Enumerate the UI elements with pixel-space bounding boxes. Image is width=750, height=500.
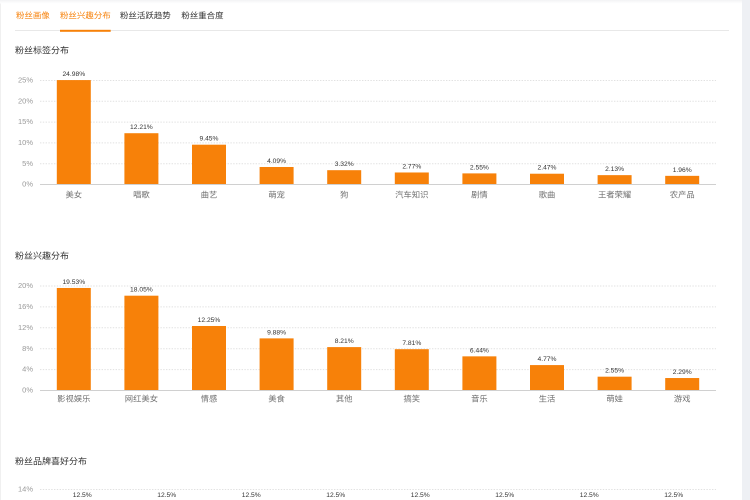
svg-text:8%: 8% bbox=[22, 344, 33, 353]
svg-text:7.81%: 7.81% bbox=[402, 340, 421, 347]
svg-text:1.96%: 1.96% bbox=[673, 167, 692, 174]
svg-text:5%: 5% bbox=[22, 159, 33, 168]
svg-text:14%: 14% bbox=[18, 485, 33, 494]
svg-text:3.32%: 3.32% bbox=[335, 161, 354, 168]
svg-text:8.21%: 8.21% bbox=[335, 338, 354, 345]
svg-text:2.55%: 2.55% bbox=[470, 164, 489, 171]
svg-text:10%: 10% bbox=[18, 138, 33, 147]
svg-text:6.44%: 6.44% bbox=[470, 347, 489, 354]
svg-text:24.98%: 24.98% bbox=[62, 71, 85, 78]
svg-text:20%: 20% bbox=[18, 96, 33, 105]
svg-text:12.5%: 12.5% bbox=[157, 492, 176, 499]
svg-text:12.21%: 12.21% bbox=[130, 124, 153, 131]
svg-text:12%: 12% bbox=[18, 323, 33, 332]
svg-text:12.5%: 12.5% bbox=[495, 492, 514, 499]
svg-text:12.5%: 12.5% bbox=[73, 492, 92, 499]
svg-text:2.55%: 2.55% bbox=[605, 368, 624, 375]
svg-text:12.5%: 12.5% bbox=[242, 492, 261, 499]
svg-text:4.09%: 4.09% bbox=[267, 158, 286, 165]
svg-text:2.13%: 2.13% bbox=[605, 166, 624, 173]
svg-text:12.25%: 12.25% bbox=[198, 317, 221, 324]
svg-text:15%: 15% bbox=[18, 117, 33, 126]
svg-text:12.5%: 12.5% bbox=[664, 492, 683, 499]
svg-text:12.5%: 12.5% bbox=[326, 492, 345, 499]
svg-text:18.05%: 18.05% bbox=[130, 287, 153, 294]
svg-text:12.5%: 12.5% bbox=[411, 492, 430, 499]
svg-text:20%: 20% bbox=[18, 281, 33, 290]
svg-text:4.77%: 4.77% bbox=[538, 356, 557, 363]
svg-text:0%: 0% bbox=[22, 180, 33, 189]
svg-text:2.29%: 2.29% bbox=[673, 369, 692, 376]
svg-text:25%: 25% bbox=[18, 76, 33, 85]
svg-text:19.53%: 19.53% bbox=[62, 279, 85, 286]
svg-text:2.47%: 2.47% bbox=[538, 165, 557, 172]
svg-text:0%: 0% bbox=[22, 386, 33, 395]
svg-text:9.45%: 9.45% bbox=[200, 136, 219, 143]
svg-text:16%: 16% bbox=[18, 302, 33, 311]
svg-text:12.5%: 12.5% bbox=[580, 492, 599, 499]
svg-text:2.77%: 2.77% bbox=[402, 163, 421, 170]
svg-text:9.88%: 9.88% bbox=[267, 329, 286, 336]
svg-text:4%: 4% bbox=[22, 365, 33, 374]
